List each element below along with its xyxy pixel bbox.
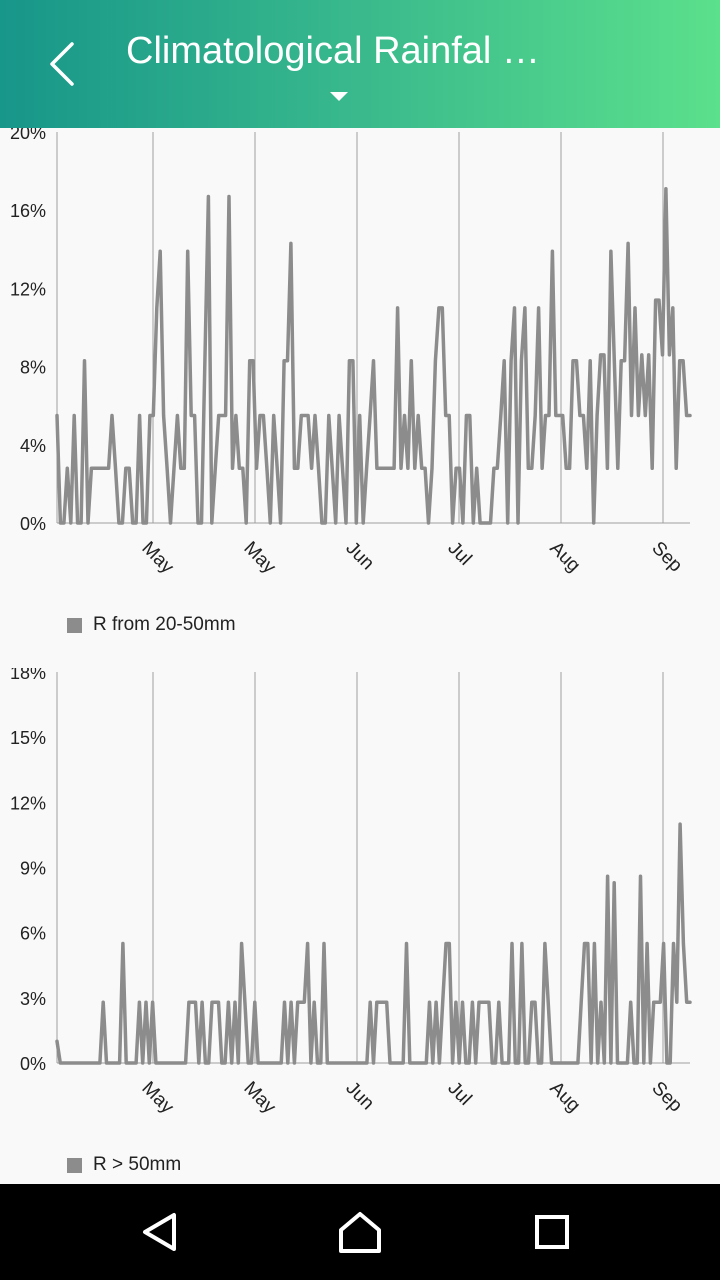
y-tick-label: 0% (20, 514, 46, 534)
chevron-left-icon (50, 42, 74, 86)
y-tick-label: 8% (20, 358, 46, 378)
legend-swatch (67, 1157, 82, 1173)
legend-label: R from 20-50mm (93, 614, 236, 635)
legend: R from 20-50mm (67, 612, 236, 638)
x-tick-label: May (239, 538, 280, 579)
caret-down-icon[interactable] (330, 92, 348, 101)
x-tick-label: May (137, 1078, 178, 1119)
x-tick-label: Jun (341, 1078, 378, 1115)
back-button[interactable] (30, 32, 94, 96)
x-tick-label: Sep (647, 1078, 686, 1117)
legend: R > 50mm (67, 1152, 181, 1178)
x-tick-label: May (239, 1078, 280, 1119)
page-title[interactable]: Climatological Rainfal … (126, 30, 540, 72)
x-tick-label: Sep (647, 538, 686, 577)
chart-r-over-50mm: May May Jun Jul Aug Sep 0% 3% 6% 9% 12% 15% 18% R > … (0, 668, 720, 1208)
legend-label: R > 50mm (93, 1154, 182, 1175)
x-tick-label: Jul (443, 1078, 475, 1110)
y-tick-label: 15% (10, 728, 46, 748)
x-tick-label: May (137, 538, 178, 579)
nav-recents-square-icon (535, 1215, 569, 1249)
y-tick-label: 16% (10, 201, 46, 221)
nav-back-button[interactable] (136, 1208, 184, 1256)
nav-home-icon (339, 1212, 381, 1253)
y-tick-label: 3% (20, 989, 46, 1009)
nav-recents-button[interactable] (528, 1208, 576, 1256)
app-bar: Climatological Rainfal … (0, 0, 720, 128)
nav-back-triangle-icon (143, 1213, 176, 1251)
y-tick-label: 20% (10, 128, 46, 143)
chart-r-20-50mm-plot: May May Jun Jul Aug Sep 0% 4% 8% 12% 16% 20% (10, 128, 692, 579)
y-tick-label: 9% (20, 859, 46, 879)
y-tick-label: 4% (20, 436, 46, 456)
x-tick-label: Aug (545, 1078, 584, 1117)
legend-swatch (67, 617, 82, 633)
y-tick-label: 12% (10, 279, 46, 299)
y-tick-label: 12% (10, 793, 46, 813)
system-nav-bar (0, 1184, 720, 1280)
y-tick-label: 0% (20, 1054, 46, 1074)
chart-r-over-50mm-plot: May May Jun Jul Aug Sep 0% 3% 6% 9% 12% 15% 18% (10, 668, 692, 1119)
x-tick-label: Jul (443, 538, 475, 570)
chart-r-20-50mm: May May Jun Jul Aug Sep 0% 4% 8% 12% 16% 20% R from… (0, 128, 720, 668)
y-tick-label: 6% (20, 924, 46, 944)
series-line (55, 822, 692, 1065)
y-tick-label: 18% (10, 668, 46, 683)
x-tick-label: Aug (545, 538, 584, 577)
nav-home-button[interactable] (336, 1208, 384, 1256)
series-line (55, 186, 692, 525)
x-tick-label: Jun (341, 538, 378, 575)
